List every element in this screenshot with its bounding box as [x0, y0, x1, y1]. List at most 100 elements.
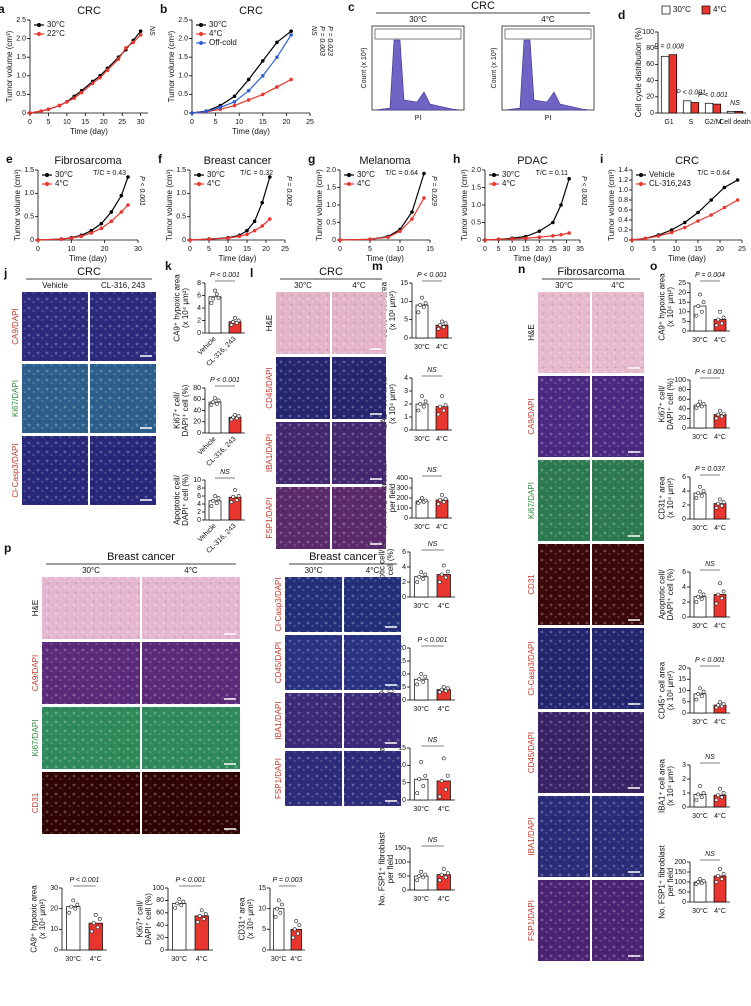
data-point [197, 914, 202, 918]
data-point [79, 234, 84, 239]
data-point [714, 323, 719, 328]
data-point [213, 288, 217, 293]
data-point [201, 917, 206, 921]
bar [712, 103, 722, 114]
x-tick-label: 35 [576, 246, 584, 253]
bar [208, 296, 222, 334]
p-value: NS [148, 26, 155, 36]
y-tick-label: 1.0 [471, 202, 481, 209]
data-point [721, 791, 726, 795]
y-tick-label: 15 [258, 885, 266, 892]
data-point [218, 105, 223, 110]
data-point [207, 237, 211, 241]
p-value: NS [705, 754, 715, 761]
data-point [119, 210, 124, 214]
data-point [214, 292, 219, 297]
micrograph-texture [592, 460, 644, 541]
data-point [211, 296, 216, 301]
bar [88, 922, 103, 951]
data-point [699, 493, 704, 498]
y-axis-label: Apoptotic cell/ [658, 569, 667, 620]
x-tick-label: 30°C [692, 433, 708, 441]
data-point [297, 923, 302, 928]
y-tick-label: 0 [22, 110, 26, 117]
x-tick-label: 25 [306, 119, 314, 126]
series-line [631, 179, 738, 241]
data-point [177, 897, 182, 902]
series-line [29, 34, 142, 114]
data-point [275, 55, 279, 59]
micrograph-texture [276, 487, 330, 549]
data-point [73, 906, 78, 911]
p-value: P = 0.023 [326, 26, 333, 56]
data-point [28, 111, 32, 115]
row-label: FSP1/DAPI [265, 498, 274, 539]
y-tick-label: 200 [674, 859, 686, 866]
data-point [445, 773, 450, 778]
data-point [722, 205, 727, 210]
micrograph-texture [538, 880, 590, 961]
data-point [721, 500, 726, 505]
series-line [631, 199, 738, 241]
panel-letter: a [0, 2, 5, 16]
p-value: P < 0.001 [580, 176, 587, 206]
data-point [698, 784, 702, 788]
y-tick-label: 8 [197, 280, 201, 287]
legend-label: 4°C [207, 179, 221, 188]
data-point [124, 46, 128, 50]
row-label: CA9/DAPI [11, 308, 20, 344]
row-label: Cl-Casp3/DAPI [527, 641, 536, 695]
panel-title: Breast cancer [309, 551, 377, 563]
data-point [232, 103, 237, 108]
y-tick-label: 15 [678, 676, 686, 683]
panel-letter: g [308, 152, 315, 166]
x-axis-label: Time (day) [69, 254, 107, 263]
data-point [696, 880, 701, 884]
column-header: 4°C [184, 566, 198, 575]
data-point [109, 210, 114, 214]
micrograph-texture [538, 712, 590, 793]
column-header: 4°C [366, 566, 380, 575]
data-point [537, 229, 542, 234]
panel-title: Breast cancer [107, 551, 175, 563]
data-point [246, 98, 251, 102]
x-tick-label: 30°C [413, 705, 429, 713]
p-value: P < 0.001 [210, 272, 240, 279]
data-point [436, 412, 441, 417]
data-point [246, 77, 251, 82]
data-point [75, 902, 80, 907]
y-tick-label: 6 [682, 474, 686, 481]
bar [414, 778, 429, 801]
data-point [273, 915, 278, 919]
data-point [214, 501, 219, 506]
x-tick-label: 4°C [436, 435, 448, 443]
micrograph-texture [344, 577, 401, 632]
x-tick-label: 4°C [290, 955, 302, 963]
y-tick-label: 1.5 [326, 184, 336, 191]
y-tick-label: 10 [398, 671, 406, 678]
legend-marker [639, 182, 643, 186]
y-tick-label: 5 [402, 684, 406, 691]
micrograph-texture [344, 635, 401, 690]
data-point [721, 411, 726, 416]
data-point [69, 904, 74, 909]
data-point [441, 756, 446, 761]
tc-label: T/C = 0.11 [536, 170, 568, 177]
p-value: NS [427, 367, 437, 374]
row-label: CD31 [31, 792, 40, 813]
row-label: IBA1/DAPI [265, 434, 274, 472]
y-tick-label: 200 [396, 495, 408, 502]
data-point [237, 234, 242, 239]
x-tick-label: 30°C [65, 955, 81, 963]
y-tick-label: 80 [156, 897, 164, 904]
series-line [29, 30, 142, 114]
y-tick-label: 4 [682, 584, 686, 591]
panel-letter: i [600, 152, 603, 166]
y-tick-label: 2.5 [178, 17, 188, 24]
data-point [57, 103, 62, 108]
legend-label: 30°C [673, 5, 691, 14]
y-tick-label: 40 [156, 922, 164, 929]
data-point [443, 575, 448, 580]
y-tick-label: 100 [642, 29, 654, 36]
micrograph-texture [592, 712, 644, 793]
